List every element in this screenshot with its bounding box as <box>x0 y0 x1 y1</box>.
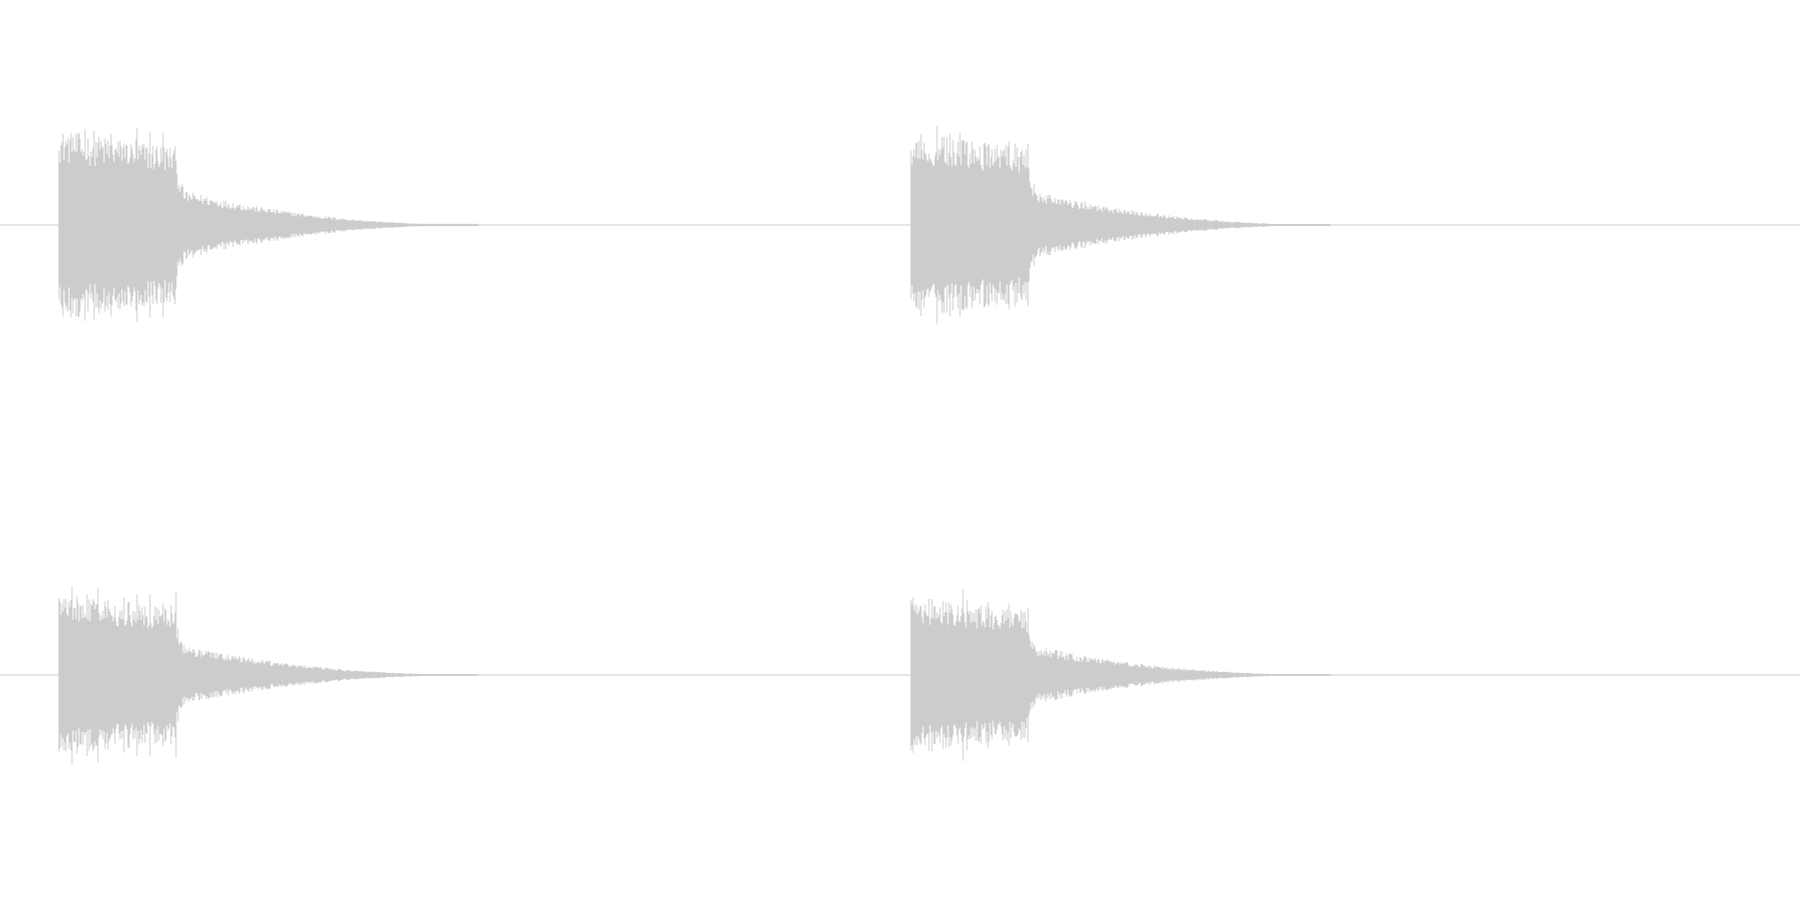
channel-1-clip-1 <box>58 128 479 322</box>
channel-1 <box>0 125 1800 325</box>
channel-1-clip-2 <box>910 125 1331 325</box>
channel-2 <box>0 586 1800 764</box>
channel-2-waveform <box>58 586 1331 764</box>
channel-1-waveform <box>58 125 1331 325</box>
channel-2-clip-2 <box>910 589 1331 761</box>
channel-2-clip-1 <box>58 586 479 764</box>
